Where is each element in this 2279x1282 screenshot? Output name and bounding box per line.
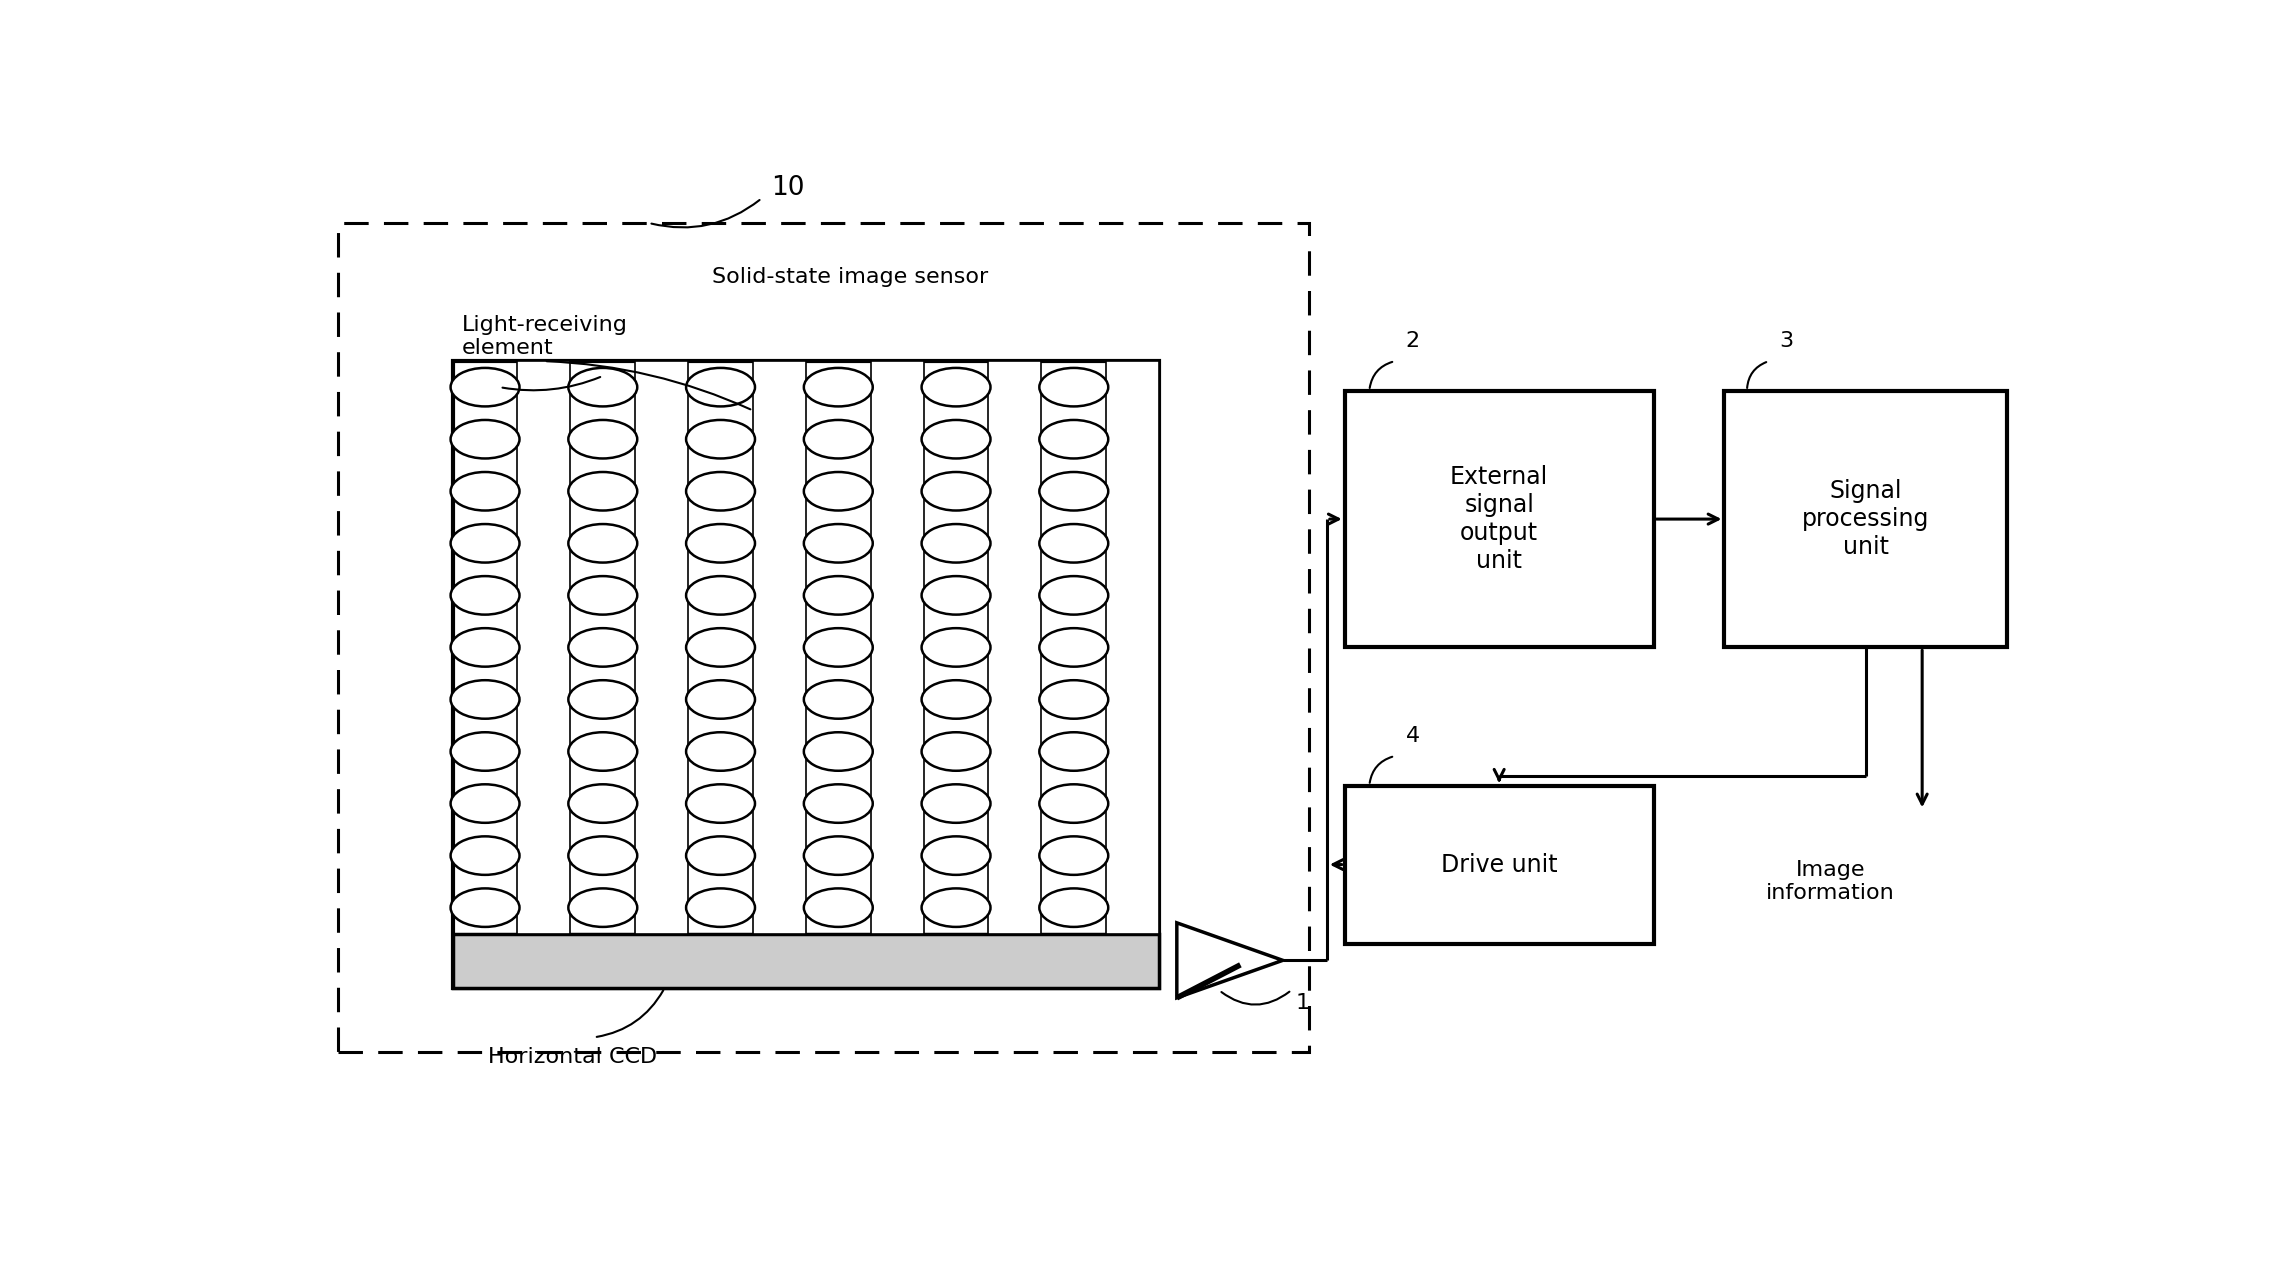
Text: Horizontal CCD: Horizontal CCD bbox=[488, 1047, 656, 1067]
Circle shape bbox=[451, 368, 520, 406]
Circle shape bbox=[921, 472, 991, 510]
Circle shape bbox=[921, 576, 991, 614]
Circle shape bbox=[451, 732, 520, 770]
Circle shape bbox=[804, 732, 873, 770]
Bar bbox=[1345, 786, 1655, 944]
Circle shape bbox=[567, 681, 638, 719]
Text: Light-receiving
element: Light-receiving element bbox=[460, 315, 627, 358]
Text: Image
information: Image information bbox=[1766, 860, 1894, 903]
Circle shape bbox=[1039, 785, 1108, 823]
Text: External
signal
output
unit: External signal output unit bbox=[1449, 465, 1547, 573]
Bar bbox=[752, 362, 807, 933]
Bar bbox=[1345, 391, 1655, 647]
Circle shape bbox=[804, 836, 873, 874]
Circle shape bbox=[1039, 628, 1108, 667]
Bar bbox=[1105, 362, 1160, 933]
Circle shape bbox=[686, 472, 754, 510]
Circle shape bbox=[451, 785, 520, 823]
Circle shape bbox=[686, 524, 754, 563]
Bar bbox=[454, 362, 1160, 988]
Text: Signal
processing
unit: Signal processing unit bbox=[1803, 479, 1930, 559]
Circle shape bbox=[804, 576, 873, 614]
Circle shape bbox=[804, 628, 873, 667]
Circle shape bbox=[451, 681, 520, 719]
Bar bbox=[871, 362, 923, 933]
Circle shape bbox=[686, 368, 754, 406]
Circle shape bbox=[686, 785, 754, 823]
Bar bbox=[636, 362, 688, 933]
Circle shape bbox=[804, 368, 873, 406]
Circle shape bbox=[921, 368, 991, 406]
Circle shape bbox=[567, 836, 638, 874]
Circle shape bbox=[921, 420, 991, 459]
Text: Vertical CCD: Vertical CCD bbox=[736, 381, 875, 401]
Circle shape bbox=[567, 732, 638, 770]
Circle shape bbox=[1039, 368, 1108, 406]
Bar bbox=[989, 362, 1042, 933]
Text: 10: 10 bbox=[773, 176, 804, 201]
Text: 1: 1 bbox=[1294, 992, 1308, 1013]
Circle shape bbox=[567, 785, 638, 823]
Circle shape bbox=[451, 420, 520, 459]
Circle shape bbox=[1039, 524, 1108, 563]
Circle shape bbox=[804, 888, 873, 927]
Bar bbox=[1725, 391, 2008, 647]
Circle shape bbox=[567, 524, 638, 563]
Circle shape bbox=[921, 888, 991, 927]
Bar bbox=[454, 933, 1160, 988]
Circle shape bbox=[686, 420, 754, 459]
Text: 4: 4 bbox=[1406, 726, 1420, 746]
Circle shape bbox=[451, 576, 520, 614]
Circle shape bbox=[686, 576, 754, 614]
Circle shape bbox=[1039, 836, 1108, 874]
Circle shape bbox=[804, 420, 873, 459]
Circle shape bbox=[451, 628, 520, 667]
Polygon shape bbox=[1176, 923, 1283, 997]
Circle shape bbox=[567, 888, 638, 927]
Circle shape bbox=[1039, 732, 1108, 770]
Circle shape bbox=[1039, 472, 1108, 510]
Circle shape bbox=[804, 785, 873, 823]
Circle shape bbox=[686, 681, 754, 719]
Circle shape bbox=[921, 524, 991, 563]
Text: 2: 2 bbox=[1406, 331, 1420, 351]
Circle shape bbox=[451, 472, 520, 510]
Circle shape bbox=[1039, 576, 1108, 614]
Circle shape bbox=[451, 836, 520, 874]
Circle shape bbox=[1039, 681, 1108, 719]
Text: 3: 3 bbox=[1780, 331, 1794, 351]
Circle shape bbox=[921, 836, 991, 874]
Bar bbox=[517, 362, 570, 933]
Circle shape bbox=[686, 732, 754, 770]
Circle shape bbox=[567, 420, 638, 459]
Circle shape bbox=[567, 368, 638, 406]
Text: Solid-state image sensor: Solid-state image sensor bbox=[711, 267, 989, 287]
Circle shape bbox=[686, 888, 754, 927]
Circle shape bbox=[567, 576, 638, 614]
Circle shape bbox=[1039, 888, 1108, 927]
Circle shape bbox=[451, 524, 520, 563]
Circle shape bbox=[567, 472, 638, 510]
Circle shape bbox=[921, 681, 991, 719]
Circle shape bbox=[567, 628, 638, 667]
Circle shape bbox=[804, 524, 873, 563]
Circle shape bbox=[921, 785, 991, 823]
Circle shape bbox=[1039, 420, 1108, 459]
Circle shape bbox=[451, 888, 520, 927]
Text: Drive unit: Drive unit bbox=[1440, 853, 1557, 877]
Circle shape bbox=[686, 836, 754, 874]
Bar bbox=[337, 223, 1308, 1053]
Circle shape bbox=[804, 681, 873, 719]
Circle shape bbox=[921, 628, 991, 667]
Circle shape bbox=[686, 628, 754, 667]
Circle shape bbox=[804, 472, 873, 510]
Circle shape bbox=[921, 732, 991, 770]
